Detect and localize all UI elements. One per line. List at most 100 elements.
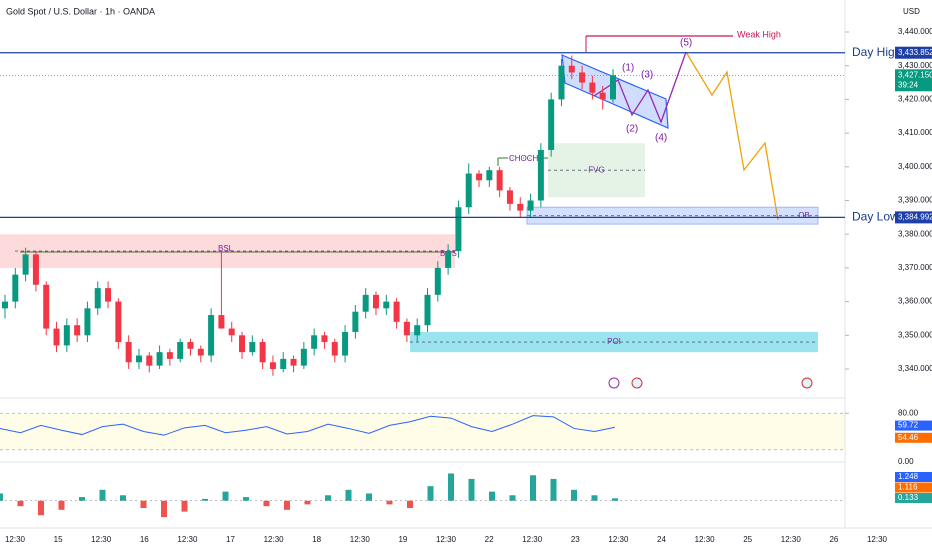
osc-band <box>0 413 845 450</box>
osc-badge-text: 54.46 <box>898 433 919 442</box>
macd-bar <box>79 497 85 501</box>
zone-label: OB <box>798 211 810 220</box>
candle-body <box>352 311 359 332</box>
x-tick-label: 24 <box>657 535 666 544</box>
y-tick-label: 3,410.000 <box>898 128 932 137</box>
candle-body <box>465 173 472 208</box>
price-badge-text: 3,427.150 <box>898 70 932 79</box>
candle-body <box>208 315 215 356</box>
event-icon[interactable] <box>801 377 813 389</box>
candle-body <box>527 200 534 211</box>
candle-body <box>280 358 287 369</box>
candle-body <box>455 207 462 252</box>
macd-bar <box>304 500 311 505</box>
x-tick-label: 12:30 <box>177 535 198 544</box>
macd-bar <box>612 498 618 501</box>
macd-badge <box>895 472 932 482</box>
y-tick-label: 3,340.000 <box>898 364 932 373</box>
macd-bar <box>550 478 557 501</box>
osc-level-label: 80.00 <box>898 408 919 417</box>
x-tick-label: 12:30 <box>436 535 457 544</box>
candle-body <box>84 308 91 336</box>
countdown: 39:24 <box>898 80 919 89</box>
x-tick-label: 12:30 <box>781 535 802 544</box>
macd-bar <box>243 497 249 501</box>
candle-body <box>579 72 586 83</box>
candle-body <box>74 325 81 336</box>
candle-body <box>342 331 349 356</box>
candle-body <box>290 358 297 366</box>
candle-body <box>311 335 318 349</box>
level-label: Day High <box>852 45 901 59</box>
x-tick-label: 15 <box>54 535 63 544</box>
wave-label: (2) <box>626 124 638 135</box>
event-icon[interactable] <box>631 377 643 389</box>
macd-bar <box>120 495 126 501</box>
candle-body <box>166 352 173 359</box>
y-tick-label: 3,380.000 <box>898 229 932 238</box>
y-tick-label: 3,420.000 <box>898 95 932 104</box>
candle-body <box>269 362 276 369</box>
candle-body <box>146 355 153 366</box>
macd-badge-text: 1.116 <box>898 483 918 492</box>
candle-body <box>135 355 142 363</box>
candle-body <box>599 92 606 100</box>
level-label: Day Low <box>852 210 899 224</box>
candle-body <box>63 325 70 346</box>
candle-body <box>558 65 565 100</box>
osc-badge <box>895 420 932 431</box>
osc-line <box>0 415 616 436</box>
y-tick-label: 3,360.000 <box>898 297 932 306</box>
candle-body <box>403 321 410 336</box>
candle-body <box>125 342 132 363</box>
candle-body <box>115 301 122 343</box>
x-tick-label: 22 <box>485 535 494 544</box>
event-icon[interactable] <box>608 377 620 389</box>
candle-body <box>568 65 575 73</box>
candle-body <box>414 325 421 336</box>
zone-label: POI <box>607 337 621 346</box>
candle-body <box>424 294 431 326</box>
macd-bar <box>263 500 270 507</box>
x-tick-label: 19 <box>398 535 407 544</box>
candle-body <box>476 173 483 181</box>
x-tick-label: 18 <box>312 535 321 544</box>
y-tick-label: 3,370.000 <box>898 263 932 272</box>
macd-bar <box>366 493 372 501</box>
y-tick-label: 3,440.000 <box>898 27 932 36</box>
macd-bar <box>0 493 3 501</box>
candle-body <box>53 328 60 346</box>
macd-bar <box>161 500 167 518</box>
x-tick-label: 12:30 <box>522 535 543 544</box>
x-tick-label: 26 <box>829 535 838 544</box>
wave-label: (4) <box>655 133 667 144</box>
price-badge <box>895 211 932 224</box>
macd-bar <box>202 498 208 501</box>
candle-body <box>610 75 616 100</box>
macd-bar <box>99 489 106 501</box>
macd-bar <box>591 495 598 501</box>
macd-bar <box>17 500 24 507</box>
wave-label: (1) <box>622 63 634 74</box>
macd-bar <box>38 500 44 516</box>
x-tick-label: 23 <box>571 535 580 544</box>
macd-bar <box>284 500 290 510</box>
y-tick-label: 3,350.000 <box>898 330 932 339</box>
currency: USD <box>903 7 920 16</box>
candle-body <box>187 342 194 349</box>
zone-label: BSL <box>218 244 234 253</box>
candle-body <box>22 254 29 275</box>
candle-body <box>393 301 400 322</box>
macd-bar <box>181 500 188 512</box>
candle-body <box>105 288 112 302</box>
candle-body <box>228 328 235 336</box>
candle-body <box>486 170 493 181</box>
candle-body <box>177 342 184 359</box>
macd-bar <box>530 475 536 501</box>
x-tick-label: 12:30 <box>350 535 371 544</box>
candle-body <box>537 149 544 201</box>
candle-body <box>2 301 8 309</box>
macd-badge-text: 0.133 <box>898 493 919 502</box>
